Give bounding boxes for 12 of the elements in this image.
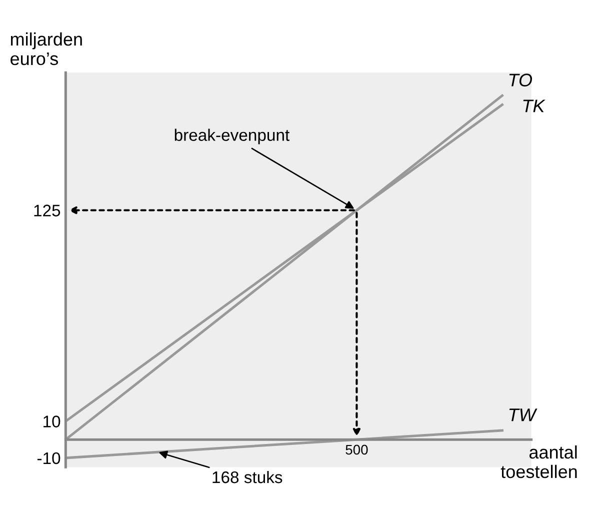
- x-axis-title: aantal toestellen: [500, 445, 577, 478]
- series-label: TW: [509, 408, 538, 422]
- y-axis-title: miljarden euro’s: [10, 32, 82, 66]
- series-label: TO: [509, 74, 532, 86]
- y-tick-label: 125: [34, 204, 60, 216]
- y-tick-label: -10: [37, 452, 60, 464]
- text: 168 stuks: [212, 470, 282, 484]
- annotation: break-evenpunt: [174, 128, 290, 144]
- x-tick-label: 500: [346, 444, 368, 455]
- series-label: TK: [523, 100, 546, 112]
- line-series: [66, 429, 504, 460]
- y-tick-label: 10: [44, 416, 60, 428]
